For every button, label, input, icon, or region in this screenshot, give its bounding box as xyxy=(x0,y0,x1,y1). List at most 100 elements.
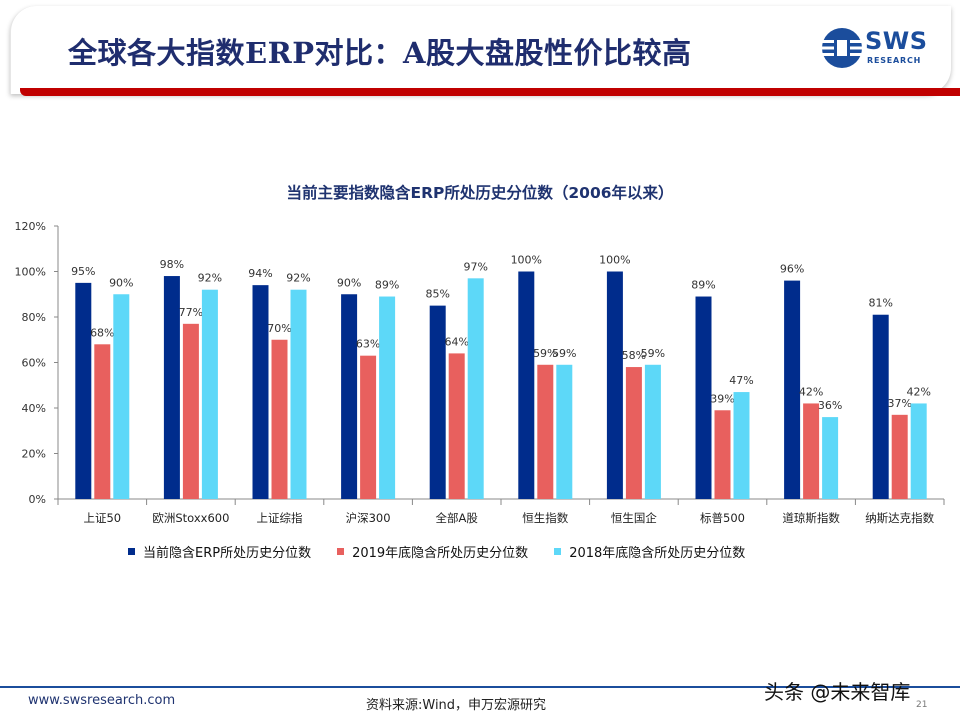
bar-data-label: 90% xyxy=(109,276,133,289)
bar-data-label: 90% xyxy=(337,276,361,289)
bar xyxy=(910,403,927,499)
bar xyxy=(341,294,358,499)
x-tick-label: 标普500 xyxy=(700,511,745,525)
legend-swatch-2019 xyxy=(337,548,345,555)
y-tick-label: 100% xyxy=(15,266,46,279)
chart-title: 当前主要指数隐含ERP所处历史分位数（2006年以来） xyxy=(286,184,674,202)
legend-label-2018: 2018年底隐含所处历史分位数 xyxy=(569,546,746,561)
bar-data-label: 95% xyxy=(71,265,95,278)
bar xyxy=(803,403,820,499)
bar-data-label: 77% xyxy=(179,306,203,319)
bar xyxy=(822,417,839,499)
bar xyxy=(75,282,92,499)
footer-source: 资料来源:Wind，申万宏源研究 xyxy=(366,698,547,713)
bar xyxy=(644,364,661,499)
bar-data-label: 58% xyxy=(622,349,646,362)
bar-data-label: 59% xyxy=(533,347,557,360)
bar-data-label: 85% xyxy=(425,288,449,301)
bar-data-label: 59% xyxy=(641,347,665,360)
x-tick-label: 道琼斯指数 xyxy=(782,511,840,525)
y-tick-label: 60% xyxy=(22,357,46,370)
bar xyxy=(714,410,731,499)
bar-data-label: 36% xyxy=(818,399,842,412)
bar xyxy=(872,314,889,499)
legend-item-2018: 2018年底隐含所处历史分位数 xyxy=(554,542,745,561)
footer-url: www.swsresearch.com xyxy=(28,693,176,708)
bar-data-label: 47% xyxy=(729,374,753,387)
bar-data-label: 92% xyxy=(198,272,222,285)
bar-data-label: 97% xyxy=(463,260,487,273)
bar xyxy=(891,414,908,499)
header-box xyxy=(10,6,951,94)
x-tick-label: 恒生指数 xyxy=(522,511,568,525)
y-tick-label: 0% xyxy=(29,493,46,506)
footer-divider xyxy=(0,686,960,688)
x-tick-label: 上证综指 xyxy=(257,511,303,525)
sws-logo: SWS RESEARCH xyxy=(820,26,938,74)
bar-data-label: 59% xyxy=(552,347,576,360)
page-number: 21 xyxy=(916,700,928,710)
legend-swatch-current xyxy=(128,548,135,555)
watermark: 头条 @未来智库 xyxy=(764,680,911,704)
bar xyxy=(182,323,199,499)
bar-data-label: 89% xyxy=(691,279,715,292)
bar-data-label: 70% xyxy=(267,322,291,335)
chart-legend: 当前隐含ERP所处历史分位数 2019年底隐含所处历史分位数 2018年底隐含所… xyxy=(128,542,745,561)
sws-logo-icon xyxy=(822,28,862,68)
bar-data-label: 100% xyxy=(599,254,630,267)
bar xyxy=(201,289,218,499)
logo-text: SWS xyxy=(865,27,928,55)
y-tick-label: 20% xyxy=(22,448,46,461)
bar-data-label: 89% xyxy=(375,279,399,292)
bar-data-label: 92% xyxy=(286,272,310,285)
bar-data-label: 68% xyxy=(90,326,114,339)
page-title: 全球各大指数ERP对比：A股大盘股性价比较高 xyxy=(68,36,692,70)
bar xyxy=(271,339,288,499)
bar-data-label: 37% xyxy=(887,397,911,410)
bar-data-label: 64% xyxy=(444,335,468,348)
x-tick-label: 恒生国企 xyxy=(611,511,657,525)
bar xyxy=(733,392,750,499)
bar-data-label: 100% xyxy=(511,254,542,267)
logo-subtext: RESEARCH xyxy=(867,56,922,65)
legend-item-current: 当前隐含ERP所处历史分位数 xyxy=(128,542,311,561)
bar xyxy=(379,296,396,499)
bar xyxy=(467,278,484,499)
x-tick-label: 沪深300 xyxy=(346,511,391,525)
legend-label-2019: 2019年底隐含所处历史分位数 xyxy=(352,546,529,561)
bar-data-label: 96% xyxy=(780,263,804,276)
x-tick-label: 纳斯达克指数 xyxy=(865,511,934,525)
bar xyxy=(537,364,554,499)
bar xyxy=(94,344,111,499)
bar xyxy=(252,285,269,499)
legend-swatch-2018 xyxy=(554,548,562,555)
bar xyxy=(625,367,642,499)
bar xyxy=(113,294,130,499)
bar-data-label: 42% xyxy=(799,385,823,398)
header-accent-bar xyxy=(20,88,960,96)
x-tick-label: 全部A股 xyxy=(436,511,479,525)
bar-data-label: 39% xyxy=(710,392,734,405)
bar xyxy=(360,355,377,499)
y-tick-label: 80% xyxy=(22,311,46,324)
x-tick-label: 欧洲Stoxx600 xyxy=(152,511,229,525)
bar xyxy=(429,305,446,499)
legend-item-2019: 2019年底隐含所处历史分位数 xyxy=(337,542,528,561)
bar xyxy=(556,364,573,499)
bar-data-label: 94% xyxy=(248,267,272,280)
bar-data-label: 98% xyxy=(160,258,184,271)
y-tick-label: 40% xyxy=(22,402,46,415)
bar xyxy=(163,276,180,499)
bar xyxy=(518,271,535,499)
y-tick-label: 120% xyxy=(15,220,46,233)
bar xyxy=(290,289,307,499)
bar xyxy=(784,280,801,499)
bar-data-label: 81% xyxy=(868,297,892,310)
bar xyxy=(448,353,465,499)
bar-data-label: 42% xyxy=(906,385,930,398)
legend-label-current: 当前隐含ERP所处历史分位数 xyxy=(143,546,312,561)
x-tick-label: 上证50 xyxy=(83,511,121,525)
bar xyxy=(606,271,623,499)
